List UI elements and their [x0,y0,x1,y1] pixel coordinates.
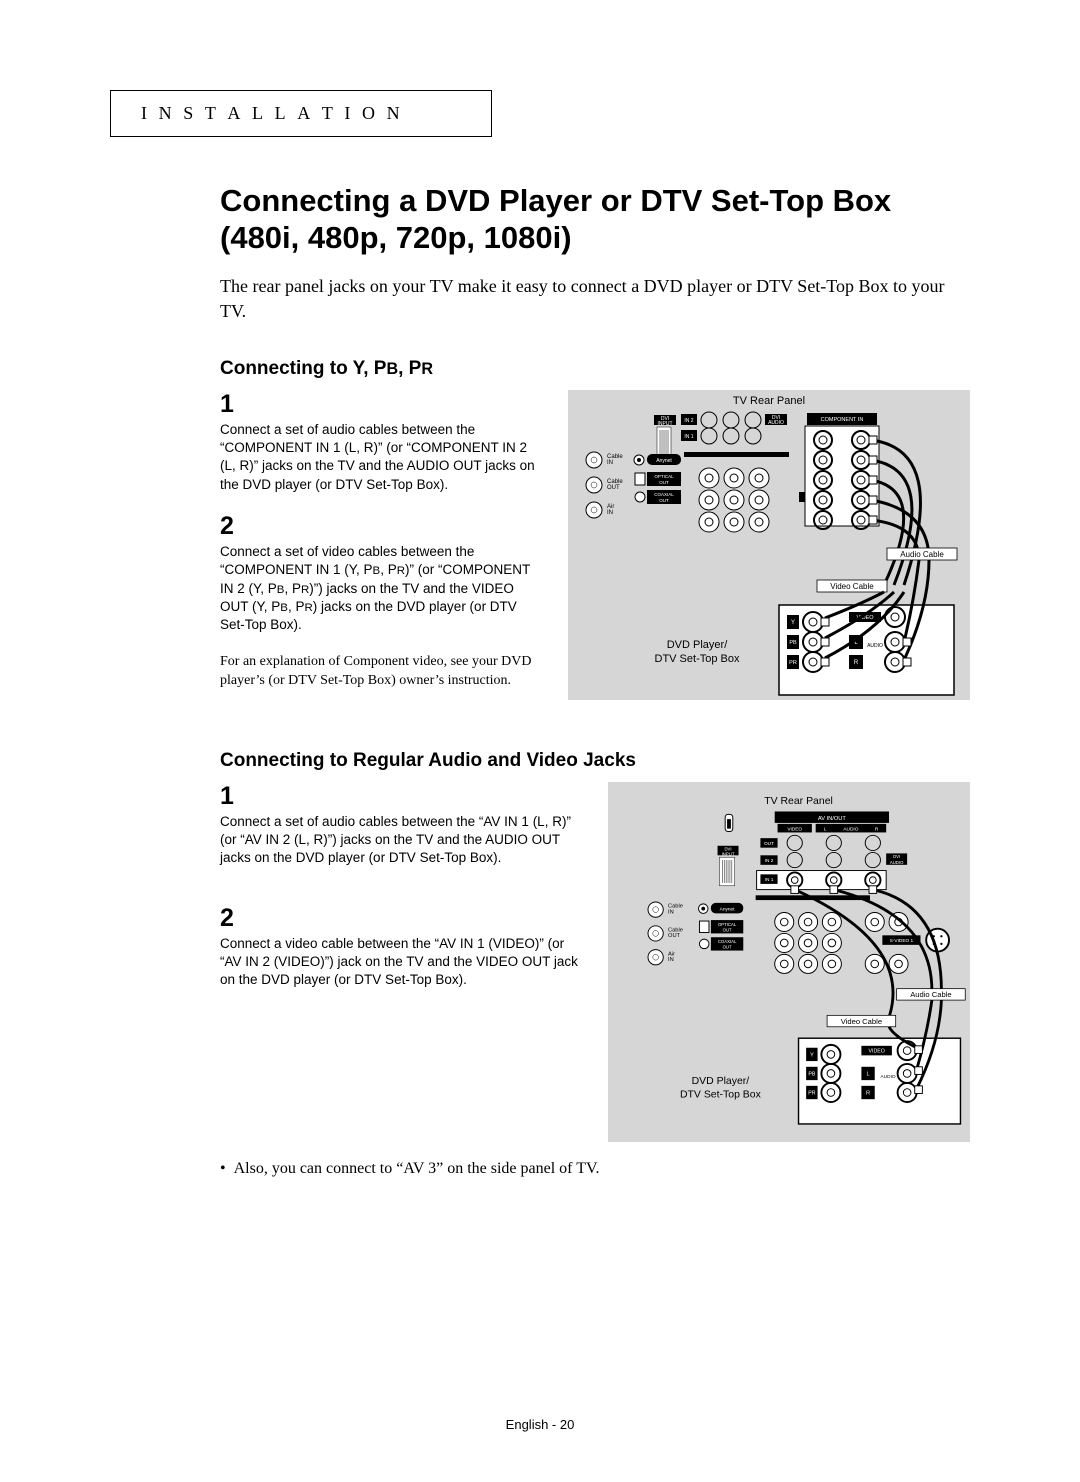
component-in-label: COMPONENT IN [821,417,864,423]
svg-text:PB: PB [789,640,797,646]
in2-label2: IN 2 [765,858,774,864]
audio-label2: AUDIO [843,827,858,833]
anynet-label2: Anynet [720,907,735,913]
s2-step2-text: Connect a video cable between the “AV IN… [220,935,580,990]
s1t2d: , P [284,581,301,596]
out-label: OUT [764,841,774,847]
video-label3: VIDEO [869,1048,885,1054]
page: I N S T A L L A T I O N Connecting a DVD… [0,0,1080,1482]
l-label3: L [866,1071,869,1077]
svg-text:INPUT: INPUT [722,851,735,856]
step-number-2: 2 [220,512,540,541]
y-label: Y [791,620,795,626]
section1-layout: 1 Connect a set of audio cables between … [220,390,970,700]
heading-avjacks: Connecting to Regular Audio and Video Ja… [220,750,970,772]
s1t2b: , P [380,562,397,577]
svg-text:INPUT: INPUT [658,421,673,427]
svg-text:OUT: OUT [659,498,669,503]
section1-text-col: 1 Connect a set of audio cables between … [220,390,540,691]
in1-label2: IN 1 [765,877,774,883]
title-line2: (480i, 480p, 720p, 1080i) [220,220,572,255]
diagram-component: TV Rear Panel DVI INPUT IN 2 DVI [568,390,970,700]
section-header-box: I N S T A L L A T I O N [110,90,492,137]
section2-layout: 1 Connect a set of audio cables between … [220,782,970,1142]
audio-small-label2: AUDIO [881,1074,896,1080]
av-inout-label: AV IN/OUT [818,816,847,822]
svg-text:IN: IN [668,909,674,915]
video-cable-label2: Video Cable [841,1017,882,1026]
svg-text:PR: PR [808,1090,815,1096]
heading-component: Connecting to Y, PB, PR [220,358,970,380]
r-label2: R [875,827,879,833]
component-note: For an explanation of Component video, s… [220,653,540,691]
dvd-label4: DTV Set-Top Box [680,1089,762,1100]
in1-label: IN 1 [684,434,693,440]
dvd-label2: DTV Set-Top Box [655,653,740,665]
page-title: Connecting a DVD Player or DTV Set-Top B… [220,182,970,256]
s1t2f: , P [288,599,305,614]
video-label2: VIDEO [787,827,802,833]
audio-cable-label2: Audio Cable [910,990,951,999]
svg-text:OUT: OUT [668,933,681,939]
s2-step-number-1: 1 [220,782,580,811]
tv-panel-label: TV Rear Panel [733,395,805,407]
svg-text:AUDIO: AUDIO [768,420,784,426]
svg-text:PB: PB [808,1071,815,1077]
component-jack-grid [699,468,769,532]
y-label2: Y [810,1052,814,1058]
svg-text:OUT: OUT [659,480,669,485]
diagram-av-svg: TV Rear Panel AV IN/OUT VIDEO L AUDIO R … [608,782,970,1142]
svg-text:IN: IN [607,510,613,516]
intro-paragraph: The rear panel jacks on your TV make it … [220,274,970,323]
svg-text:OPTICAL: OPTICAL [654,474,674,479]
tv-panel-label2: TV Rear Panel [764,796,833,807]
l-label2: L [824,827,827,833]
svg-text:OUT: OUT [723,945,732,950]
svg-text:OUT: OUT [607,485,620,491]
section2-text-col: 1 Connect a set of audio cables between … [220,782,580,1007]
dvd-label3: DVD Player/ [692,1076,750,1087]
s1t2r1: R [397,565,405,577]
audio-cable-label: Audio Cable [900,550,944,559]
step-number-1: 1 [220,390,540,419]
svg-text:IN: IN [668,957,674,963]
svg-text:DVI: DVI [893,854,900,859]
title-line1: Connecting a DVD Player or DTV Set-Top B… [220,183,891,218]
s2-step1-text: Connect a set of audio cables between th… [220,813,580,868]
svg-text:PR: PR [789,660,797,666]
svg-text:COAXIAL: COAXIAL [718,939,737,944]
r-label3: R [866,1090,870,1096]
step1-text: Connect a set of audio cables between th… [220,421,540,494]
dvd-label1: DVD Player/ [667,639,728,651]
svg-text:OPTICAL: OPTICAL [718,922,737,927]
audio-small-label: AUDIO [867,643,883,649]
svideo1-label2: S-VIDEO 1 [890,938,914,944]
s1t2b3: B [280,602,288,614]
svg-text:COAXIAL: COAXIAL [654,492,674,497]
heading-r: R [421,360,433,378]
s2-step-number-2: 2 [220,904,580,933]
r-label: R [854,660,859,666]
s1t2r3: R [304,602,312,614]
svg-text:AUDIO: AUDIO [890,860,904,865]
section-header-text: I N S T A L L A T I O N [141,103,404,123]
s1t2r2: R [301,584,309,596]
page-footer: English - 20 [0,1417,1080,1432]
step2-text: Connect a set of video cables between th… [220,543,540,635]
heading-b: B [386,360,398,378]
diagram-av: TV Rear Panel AV IN/OUT VIDEO L AUDIO R … [608,782,970,1142]
heading-mid: , P [398,358,421,379]
svg-text:OUT: OUT [723,927,732,932]
svg-text:IN: IN [607,460,613,466]
heading-prefix: Connecting to Y, P [220,358,386,379]
video-cable-label: Video Cable [830,582,874,591]
footer-note: • Also, you can connect to “AV 3” on the… [220,1160,970,1178]
in2-label: IN 2 [684,418,693,424]
diagram-component-svg: TV Rear Panel DVI INPUT IN 2 DVI [568,390,970,700]
